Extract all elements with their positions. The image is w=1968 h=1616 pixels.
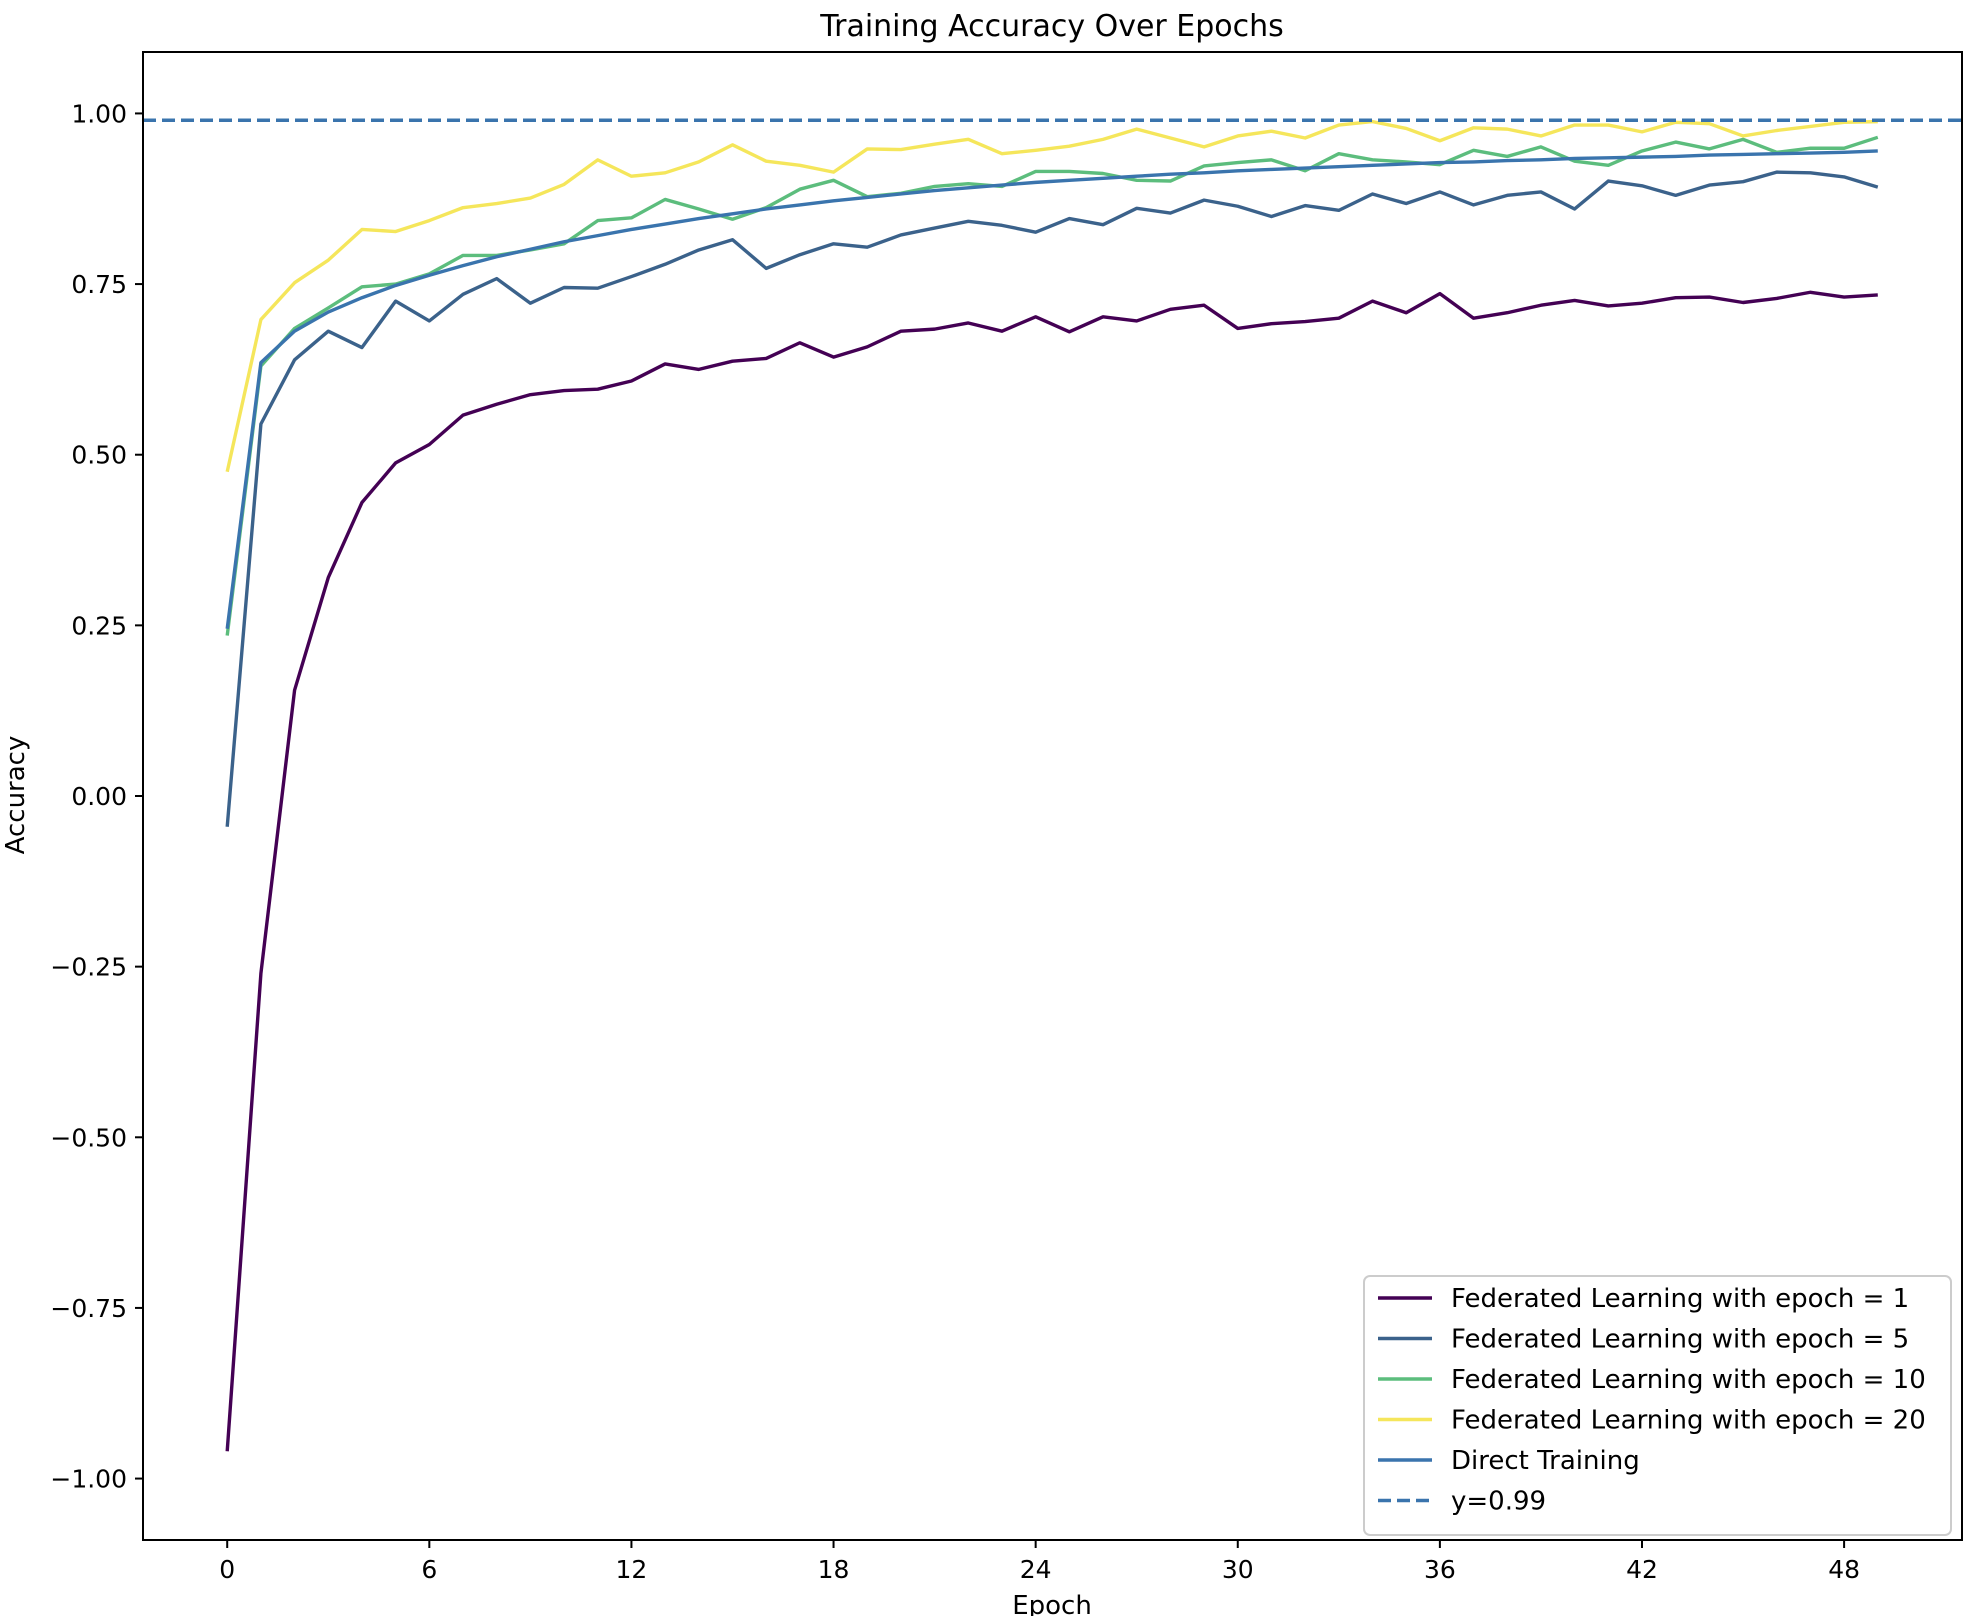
- y-tick-label: −0.50: [50, 1123, 127, 1152]
- series-line-1: [225, 290, 1878, 1452]
- x-tick-label: 12: [616, 1555, 648, 1584]
- series-line-4: [225, 119, 1878, 473]
- y-tick-label: −0.25: [50, 953, 127, 982]
- x-tick-label: 0: [219, 1555, 235, 1584]
- x-axis-label: Epoch: [1012, 1591, 1092, 1616]
- y-tick-label: 0.25: [71, 611, 127, 640]
- chart-title: Training Accuracy Over Epochs: [819, 9, 1284, 44]
- y-tick-label: −1.00: [50, 1465, 127, 1494]
- y-tick-label: 0.50: [71, 441, 127, 470]
- series-line-5: [225, 149, 1878, 629]
- x-tick-label: 24: [1020, 1555, 1052, 1584]
- x-tick-label: 48: [1828, 1555, 1860, 1584]
- x-tick-label: 30: [1222, 1555, 1254, 1584]
- x-tick-label: 18: [818, 1555, 850, 1584]
- y-tick-label: −0.75: [50, 1294, 127, 1323]
- legend: Federated Learning with epoch = 1 Federat…: [1363, 1275, 1952, 1536]
- x-tick-label: 6: [421, 1555, 437, 1584]
- y-tick-label: 0.75: [71, 270, 127, 299]
- legend-label-4: Federated Learning with epoch = 20: [1451, 1406, 1926, 1436]
- y-tick-label: 0.00: [71, 782, 127, 811]
- legend-label-6: y=0.99: [1451, 1487, 1546, 1517]
- x-tick-label: 36: [1424, 1555, 1456, 1584]
- y-tick-label: 1.00: [71, 99, 127, 128]
- plot-area: [143, 118, 1962, 1452]
- series-line-3: [225, 135, 1879, 636]
- x-tick-label: 42: [1626, 1555, 1658, 1584]
- legend-label-1: Federated Learning with epoch = 1: [1451, 1284, 1909, 1314]
- legend-label-5: Direct Training: [1451, 1446, 1640, 1476]
- y-axis-label: Accuracy: [1, 736, 31, 855]
- axes: 0 6 12 18 24 30 36 42 48 −1.00 −0.75 −0.50 −0.25 0.00…: [50, 51, 1963, 1584]
- series-line-2: [225, 170, 1879, 827]
- legend-box: [1363, 1275, 1952, 1536]
- legend-label-3: Federated Learning with epoch = 10: [1451, 1365, 1926, 1395]
- legend-label-2: Federated Learning with epoch = 5: [1451, 1325, 1909, 1355]
